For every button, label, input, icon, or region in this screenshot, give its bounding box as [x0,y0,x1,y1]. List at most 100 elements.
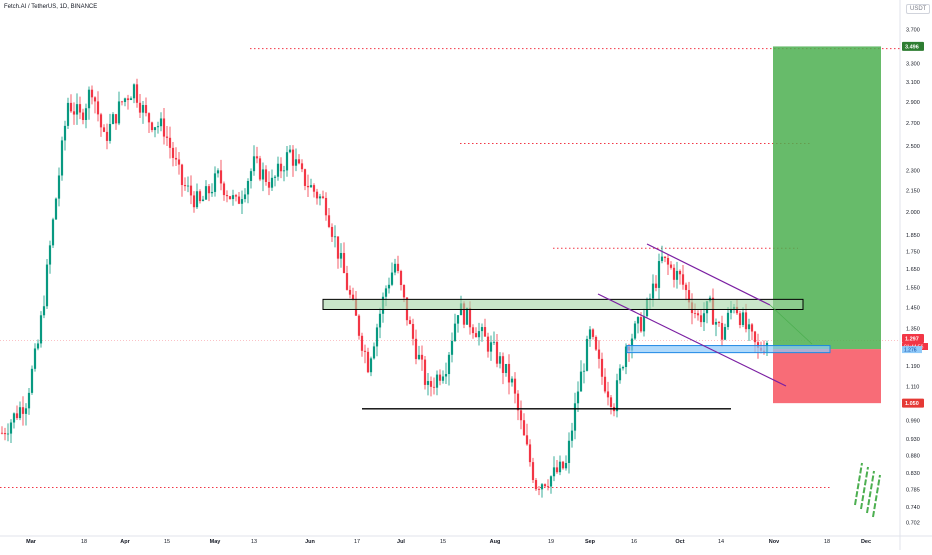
candle-body [624,346,628,368]
candle-body [687,290,691,303]
candle [132,83,136,104]
price-axis[interactable]: 3.700 3.300 3.100 2.900 2.700 2.500 2.300 2.150… [899,0,920,550]
candle [291,145,295,177]
candle-body [318,196,322,199]
horizontal-levels [0,48,905,489]
candle-body [558,461,562,473]
candle-body [489,342,493,352]
candle [537,485,541,496]
candle [198,189,202,204]
candle-body [147,113,151,123]
price-tick-label: 1.110 [906,385,919,391]
candle-body [72,111,76,115]
candle [249,168,253,189]
candle [366,347,370,374]
candle-body [36,343,40,349]
candle [246,178,250,204]
candle-body [534,480,538,490]
candle [174,147,178,167]
candlesticks [0,78,769,498]
price-tick-label: 1.550 [906,286,920,292]
candle-body [180,164,184,186]
candle-body [219,170,223,184]
candle [294,148,298,172]
candle [15,405,19,420]
candle-body [399,270,403,286]
candle [363,344,367,364]
candle-body [240,199,244,204]
time-tick-label: 16 [631,539,637,545]
candle-body [693,313,697,314]
candle [741,307,745,328]
candle [531,457,535,484]
candle-body [537,489,541,490]
candle-body [168,137,172,148]
candle-body [27,392,31,409]
candle-body [408,320,412,324]
candle-body [633,323,637,339]
candle [570,422,574,448]
candle [417,345,421,361]
candle-body [540,484,544,490]
candle [657,253,661,300]
candle-body [327,215,331,227]
price-tick-label: 0.990 [906,419,920,425]
time-axis[interactable]: Mar 18 Apr 15 May 13 Jun 17 Jul 15 Aug 19 Sep 16 Oct 14… [0,535,932,545]
candle [408,316,412,325]
candle-body [423,359,427,385]
candle-body [699,315,703,323]
candle [243,188,247,203]
candle [684,282,688,301]
candle [621,365,625,371]
current-price-tag-bg [902,334,924,344]
candle-body [441,376,445,381]
candle-body [684,284,688,291]
candle [714,318,718,337]
stop-price-tag-bg [902,398,924,408]
candle [360,332,364,357]
candle [159,112,163,132]
candle-body [477,331,481,338]
price-tick-label: 2.900 [906,100,920,106]
candle [447,351,451,386]
candle [192,191,196,213]
candle [747,318,751,341]
candle [423,356,427,390]
candle [432,377,436,395]
candle [333,225,337,248]
candle-body [402,285,406,298]
candle-body [492,341,496,343]
candle-body [45,264,49,307]
candle-body [651,283,655,299]
candle-body [282,170,286,172]
candle-body [144,105,148,114]
time-tick-label: Sep [585,539,596,545]
candle-body [753,331,757,343]
support-tag: 1.276 [904,348,917,354]
candle-body [252,156,256,172]
candle [21,396,25,426]
logo-stroke [866,470,875,514]
candle [588,326,592,347]
candle-body [744,312,748,330]
candle [699,309,703,328]
price-tick-label: 0.785 [906,487,920,493]
candle-body [111,114,115,124]
candle [516,390,520,421]
candle [483,318,487,337]
candle [141,101,145,124]
candle-body [123,98,127,102]
currency-button[interactable]: USDT [906,4,931,14]
candle [510,376,514,387]
candle [633,320,637,341]
candle [54,197,58,220]
candle [186,176,190,193]
candle-body [60,140,64,176]
candle [441,370,445,384]
candle-body [507,363,511,383]
candle-body [588,329,592,339]
candle-body [747,324,751,330]
time-tick-label: 18 [81,539,87,545]
